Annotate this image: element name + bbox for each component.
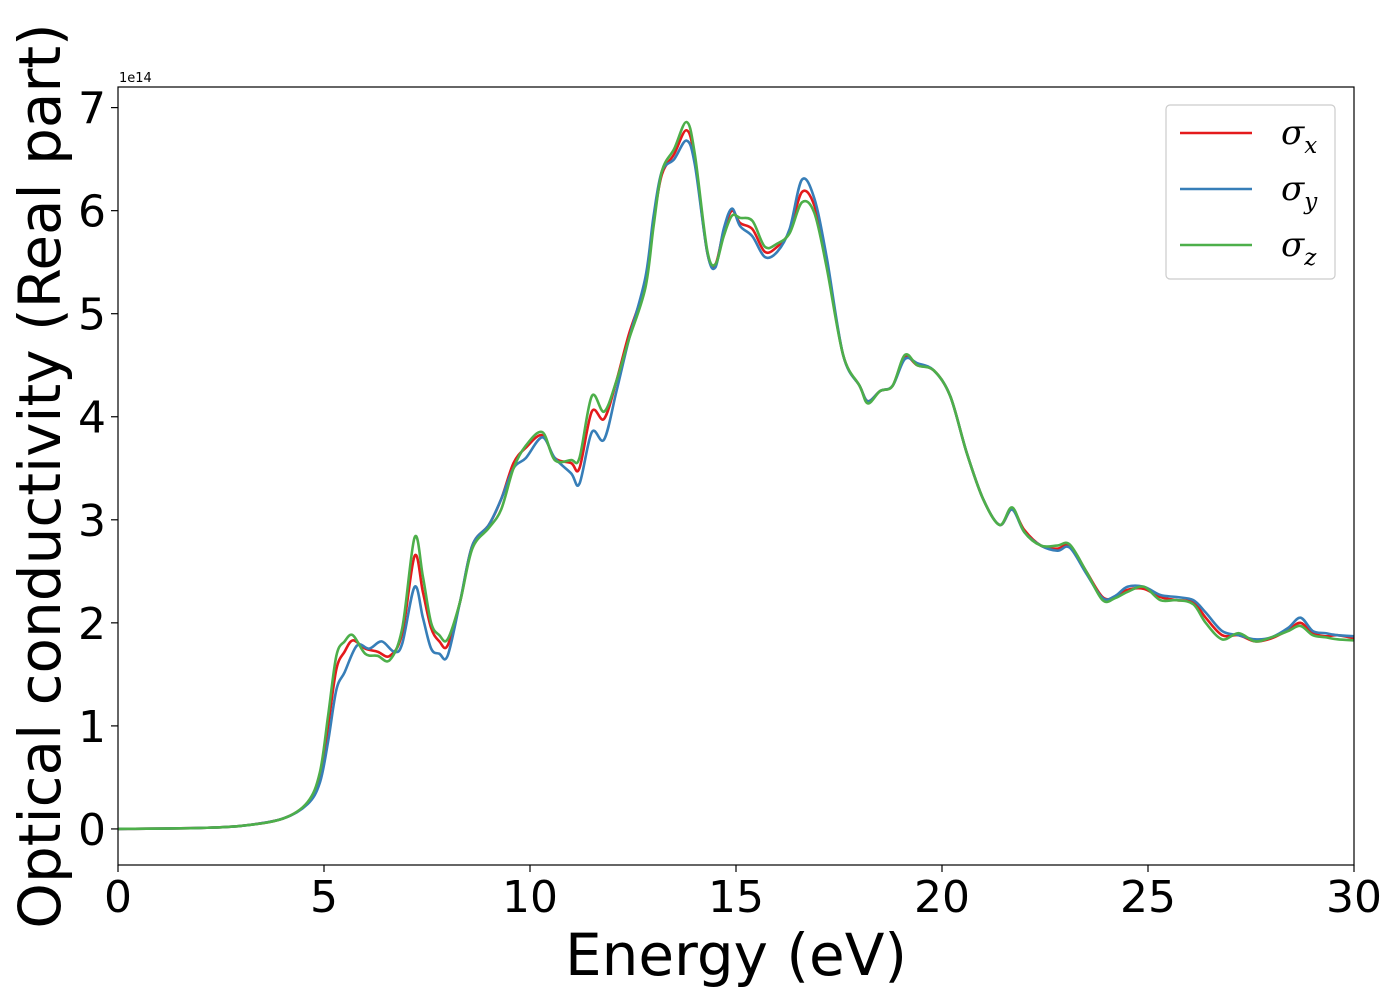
x-axis-ticks: 0 5 10 15 20 25 30: [104, 865, 1382, 923]
y-axis-ticks: 0 1 2 3 4 5 6 7: [78, 84, 118, 856]
y-axis-label: Optical conductivity (Real part): [6, 23, 74, 928]
y-tick-label: 3: [78, 496, 106, 547]
x-tick-label: 5: [310, 872, 338, 923]
y-tick-label: 4: [78, 393, 106, 444]
series-layer: [118, 120, 1354, 831]
y-tick-label: 2: [78, 599, 106, 650]
y-tick-label: 1: [78, 702, 106, 753]
y-tick-label: 0: [78, 805, 106, 856]
x-tick-label: 10: [502, 872, 558, 923]
series-line-y: [118, 139, 1354, 831]
series-line-z: [118, 120, 1354, 831]
x-tick-label: 20: [914, 872, 970, 923]
y-tick-label: 6: [78, 187, 106, 238]
x-tick-label: 25: [1120, 872, 1176, 923]
x-tick-label: 30: [1326, 872, 1382, 923]
y-offset-text: 1e14: [119, 71, 152, 86]
x-axis-label: Energy (eV): [565, 921, 907, 989]
y-tick-label: 5: [78, 290, 106, 341]
x-tick-label: 0: [104, 872, 132, 923]
legend-box: [1165, 104, 1336, 280]
x-tick-label: 15: [708, 872, 764, 923]
y-tick-label: 7: [78, 84, 106, 135]
